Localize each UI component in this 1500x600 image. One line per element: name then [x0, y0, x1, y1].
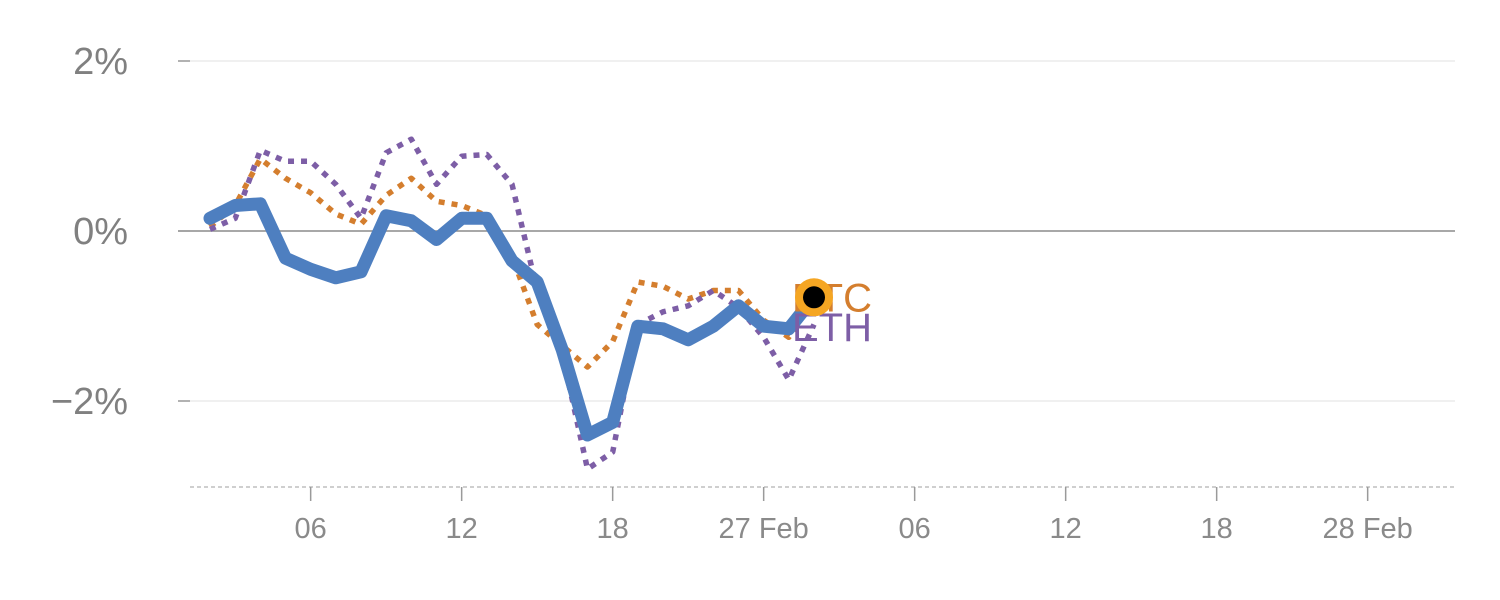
- axis-layer: 2% 0% −2% 06 12 18 27 Feb 06 12 18 28 Feb: [51, 41, 1455, 545]
- series-line-eth: [208, 136, 817, 472]
- y-tick-label: 0%: [73, 211, 128, 253]
- series-line-btc: [208, 156, 817, 370]
- end-marker-dot: [803, 286, 825, 309]
- x-tick-label: 12: [1050, 513, 1082, 545]
- x-tick-label: 12: [446, 513, 478, 545]
- grid-layer: [178, 60, 1455, 402]
- x-tick-label: 28 Feb: [1323, 513, 1413, 545]
- x-tick-label: 27 Feb: [719, 513, 809, 545]
- x-tick-label: 06: [899, 513, 931, 545]
- label-layer: BTCETH: [792, 276, 872, 350]
- x-tick-label: 18: [597, 513, 629, 545]
- y-tick-label: 2%: [73, 41, 128, 83]
- x-tick-label: 06: [295, 513, 327, 545]
- series-line-portfolio: [203, 197, 821, 442]
- y-tick-label: −2%: [51, 381, 128, 423]
- series-layer: [203, 136, 821, 472]
- x-tick-label: 18: [1201, 513, 1233, 545]
